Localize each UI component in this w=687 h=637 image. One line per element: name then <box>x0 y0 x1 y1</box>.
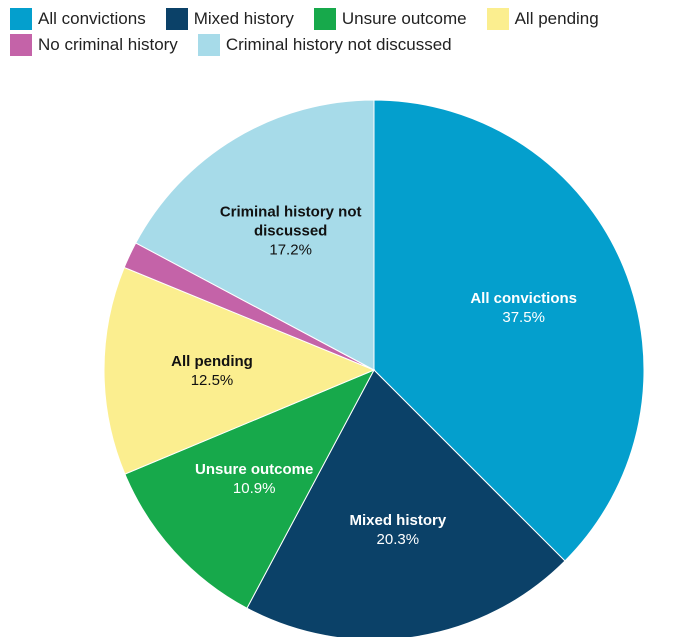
legend-label: All convictions <box>38 9 146 28</box>
legend-item: All convictions <box>10 8 146 30</box>
legend-item: All pending <box>486 8 599 30</box>
slice-label: All convictions 37.5% <box>434 289 614 327</box>
legend-label: All pending <box>514 9 599 28</box>
slice-label: All pending 12.5% <box>122 352 302 390</box>
legend-label: No criminal history <box>38 35 178 54</box>
slice-name: Mixed history <box>349 512 447 530</box>
legend-swatch <box>313 8 336 30</box>
slice-name: All convictions <box>470 290 577 307</box>
legend-item: Unsure outcome <box>313 8 467 30</box>
slice-label: Criminal history not discussed 17.2% <box>201 203 381 260</box>
slice-name: All pending <box>171 352 253 370</box>
slice-value: 10.9% <box>232 480 276 498</box>
slice-value: 12.5% <box>190 371 234 389</box>
pie-slice <box>135 99 375 371</box>
slice-value: 17.2% <box>269 241 312 259</box>
pie-slice <box>124 368 376 609</box>
legend-item: Mixed history <box>165 8 294 30</box>
legend-item: Criminal history not discussed <box>197 34 452 56</box>
pie-slice <box>373 99 645 562</box>
slice-name: Criminal history not discussed <box>219 203 362 240</box>
pie-slice <box>103 266 376 475</box>
legend-label: Criminal history not discussed <box>225 35 452 54</box>
legend-swatch <box>197 34 220 56</box>
slice-label: Mixed history 20.3% <box>308 511 488 549</box>
legend-label: Unsure outcome <box>341 9 467 28</box>
legend-item: No criminal history <box>10 34 178 56</box>
legend-swatch <box>165 8 188 30</box>
legend-swatch <box>10 8 32 30</box>
legend: All convictions Mixed history Unsure outco… <box>10 8 687 56</box>
slice-value: 20.3% <box>376 531 420 549</box>
legend-label: Mixed history <box>193 9 294 28</box>
legend-swatch <box>10 34 32 56</box>
slice-label: Unsure outcome 10.9% <box>164 460 344 498</box>
slice-value: 37.5% <box>502 309 545 326</box>
legend-swatch <box>486 8 509 30</box>
pie-slice <box>246 369 566 637</box>
slice-name: Unsure outcome <box>194 461 314 479</box>
